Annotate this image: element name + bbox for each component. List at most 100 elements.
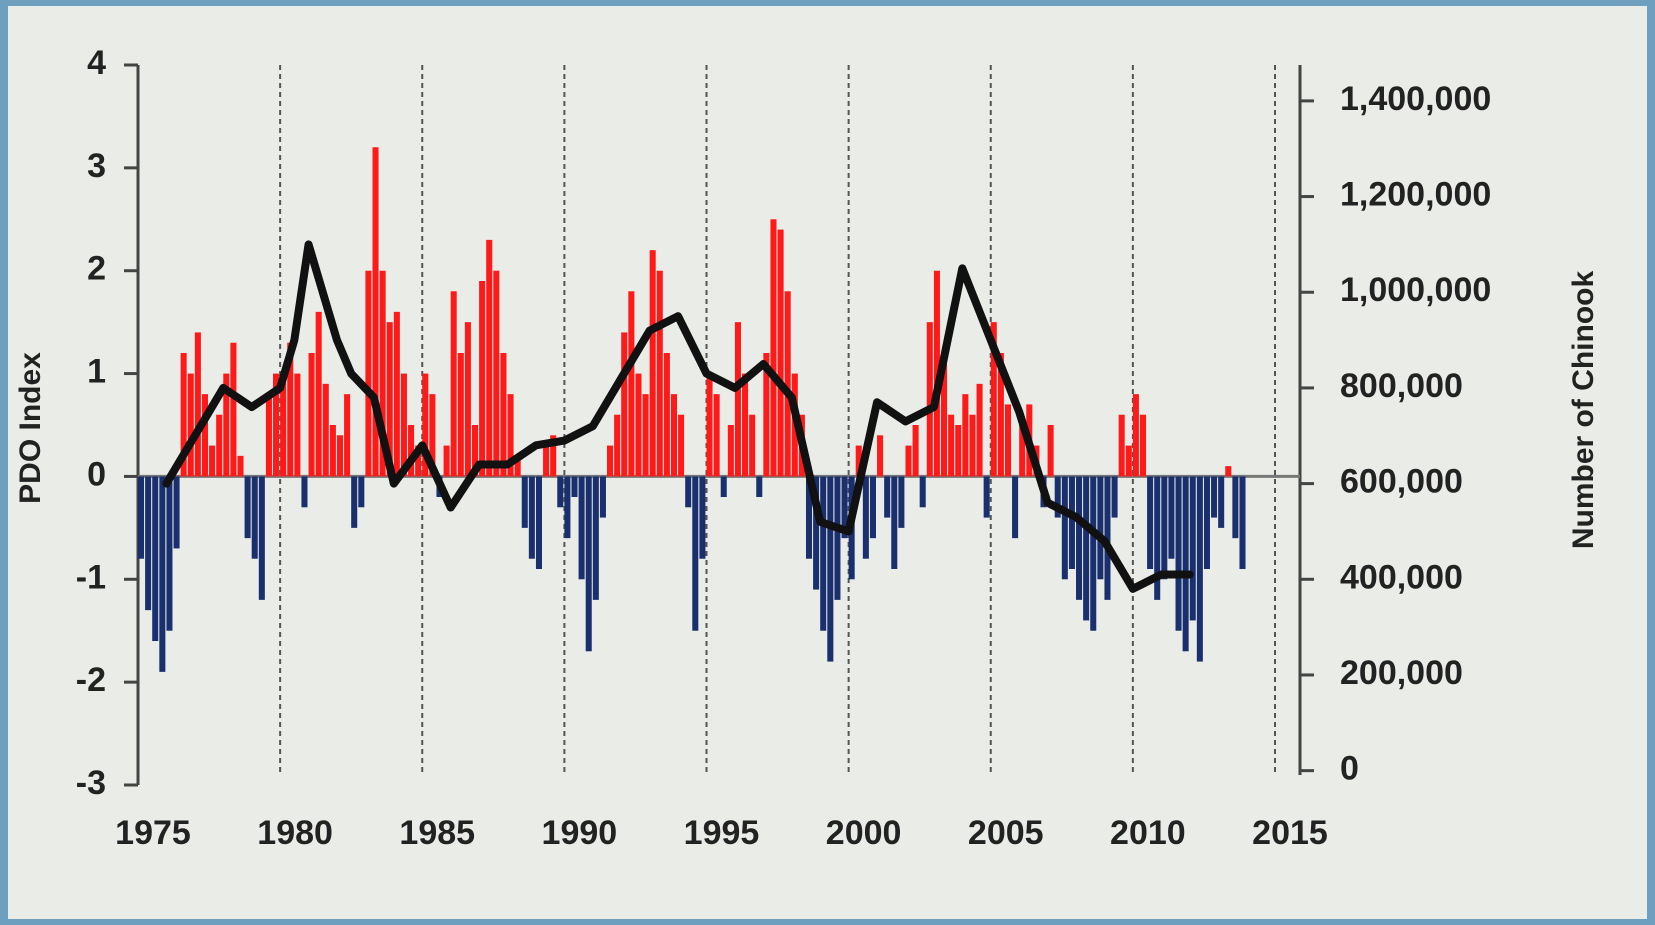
bar [614,414,621,477]
bar [962,394,969,477]
bar [180,353,187,477]
bar [670,394,678,477]
bar [649,250,656,477]
bar [734,322,741,477]
y-tick-label: -2 [76,661,106,699]
bar [201,394,208,477]
bar [1225,466,1232,477]
bar [827,476,834,662]
bar [1090,476,1097,631]
bar [1076,476,1083,600]
bar [1161,476,1168,580]
bar [1012,476,1019,539]
bar [1083,476,1090,621]
bar [1054,476,1061,518]
bar [237,455,244,477]
bar [642,394,649,477]
bar [1004,404,1012,477]
bar [877,435,884,477]
bar [599,476,606,518]
bar [1097,476,1104,580]
y2-tick-label: 800,000 [1340,367,1463,405]
bar [265,394,272,477]
bar [926,322,933,477]
bar [813,476,820,590]
bar [805,476,813,559]
y-tick-label: 4 [87,44,106,82]
bar [756,476,763,497]
y2-tick-label: 1,400,000 [1340,80,1491,118]
bar [1168,476,1175,559]
bar [983,476,990,518]
bar [386,322,393,477]
bar [557,476,564,508]
bar [884,476,891,518]
bar [955,425,962,477]
y-tick-label: 3 [87,147,106,185]
bar [1182,476,1189,652]
bar [976,383,983,477]
bar [457,353,464,477]
bar [408,425,415,477]
bar [841,476,848,539]
bar [166,476,173,631]
bar [763,353,770,477]
bar [173,476,180,549]
bar [1239,476,1246,569]
bar [770,219,777,477]
x-tick-label: 2000 [826,814,902,852]
bar [905,445,912,477]
bar [1111,476,1118,518]
bar [486,239,493,477]
bar [1132,394,1139,477]
bar [1232,476,1239,539]
x-tick-label: 1975 [115,814,191,852]
bar [607,445,614,477]
bar [1061,476,1068,580]
bar [315,311,322,477]
bar [1068,476,1075,569]
x-tick-label: 1985 [399,814,475,852]
bar [891,476,898,569]
bar [997,353,1004,477]
bar [471,425,479,477]
x-tick-label: 2005 [968,814,1044,852]
bar [592,476,599,600]
bar [280,373,287,477]
y2-axis-label: Number of Chinook [1567,271,1600,550]
bar [834,476,841,600]
bar [564,476,571,539]
bar [1189,476,1196,621]
bar [422,373,429,477]
bar [415,445,422,477]
bar [663,353,670,477]
x-tick-label: 2010 [1110,814,1186,852]
y-tick-label: 1 [87,353,106,391]
bar [500,353,507,477]
bar [948,414,955,477]
bar [571,476,578,497]
bar [244,476,251,539]
bar [1211,476,1218,518]
bar [912,425,919,477]
y2-tick-label: 0 [1340,750,1359,788]
bar [550,435,557,477]
bar [869,476,876,539]
bar [585,476,592,652]
bar [1218,476,1225,528]
bar [1118,414,1125,477]
bar [450,291,457,477]
bar [358,476,365,508]
bar [372,147,379,477]
bar [528,476,535,559]
y2-tick-label: 1,200,000 [1340,176,1491,214]
bar [535,476,542,569]
bar [742,373,749,477]
bar [727,425,734,477]
bar [720,476,727,497]
bar [628,291,635,477]
bar [862,476,869,559]
x-tick-label: 1990 [542,814,618,852]
bar [855,445,862,477]
bar [152,476,159,641]
